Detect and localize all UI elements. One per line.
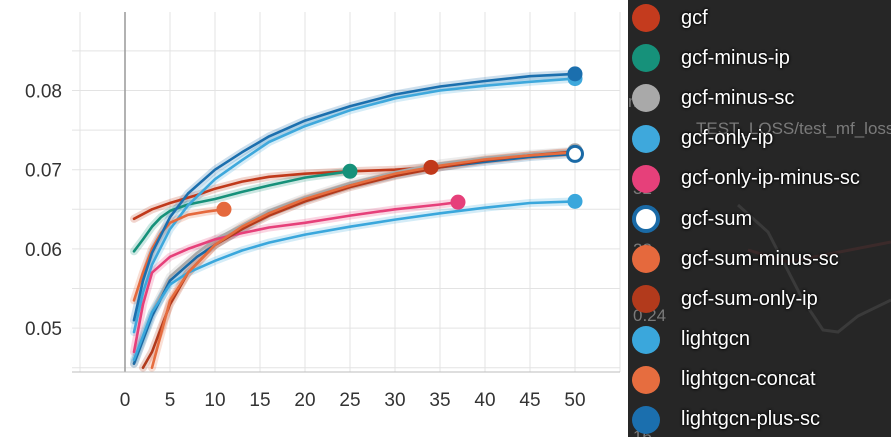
legend-item-gcf-sum-minus-sc[interactable]: gcf-sum-minus-sc <box>628 239 891 279</box>
series-end-marker-lightgcn[interactable] <box>567 193 583 209</box>
series-end-marker-lightgcn-plus-sc[interactable] <box>567 66 583 82</box>
background-title: TEST_LOSS/test_mf_loss <box>696 119 891 138</box>
legend-panel: m TEST_LOSS/test_mf_loss 32 28 0.24 12 1… <box>628 0 891 437</box>
legend-item-gcf-sum[interactable]: gcf-sum <box>628 199 891 239</box>
legend-item-gcf-only-ip-minus-sc[interactable]: gcf-only-ip-minus-sc <box>628 159 891 199</box>
x-tick-label: 0 <box>120 390 131 411</box>
legend-item-gcf-minus-sc[interactable]: gcf-minus-sc <box>628 78 891 118</box>
chart: 0 5 10 15 20 25 30 35 40 45 50 0.05 0.06 0.07 0.08 <box>25 12 621 411</box>
series-line-lightgcn-concat[interactable] <box>150 151 577 369</box>
legend-item-lightgcn-plus-sc[interactable]: lightgcn-plus-sc <box>628 400 891 437</box>
background-curve <box>747 240 891 264</box>
legend-item-lightgcn[interactable]: lightgcn <box>628 320 891 360</box>
series-end-marker-gcf-sum[interactable] <box>566 144 584 163</box>
legend-swatch <box>632 4 660 33</box>
legend-label: lightgcn-concat <box>681 368 816 391</box>
legend-item-gcf-only-ip[interactable]: gcf-only-ip <box>628 119 891 159</box>
series-line-gcf-only-ip-minus-sc[interactable] <box>132 200 460 354</box>
x-tick-label: 15 <box>249 390 270 411</box>
legend-swatch <box>632 285 660 314</box>
series-line-lightgcn[interactable] <box>132 200 577 362</box>
y-tick-labels: 0.05 0.06 0.07 0.08 <box>25 82 62 341</box>
legend-label: gcf-sum-only-ip <box>681 287 818 310</box>
x-tick-label: 5 <box>165 390 176 411</box>
legend: gcf gcf-minus-ip gcf-minus-sc gcf-only-ip gc… <box>628 0 891 437</box>
legend-swatch <box>632 205 660 234</box>
legend-item-gcf[interactable]: gcf <box>628 0 891 38</box>
legend-label: gcf-sum <box>681 207 753 230</box>
legend-swatch <box>632 84 660 113</box>
series-line-lightgcn-plus-sc[interactable] <box>132 72 577 322</box>
x-tick-label: 45 <box>519 390 540 411</box>
legend-swatch <box>632 325 660 354</box>
legend-item-lightgcn-concat[interactable]: lightgcn-concat <box>628 360 891 400</box>
x-tick-label: 25 <box>339 390 360 411</box>
legend-item-gcf-sum-only-ip[interactable]: gcf-sum-only-ip <box>628 279 891 319</box>
x-tick-label: 40 <box>474 390 495 411</box>
legend-swatch <box>632 164 660 193</box>
legend-swatch <box>632 365 660 394</box>
x-tick-label: 35 <box>429 390 450 411</box>
series-end-marker-gcf-sum-minus-sc[interactable] <box>216 201 232 217</box>
y-tick-label: 0.05 <box>25 319 62 340</box>
y-tick-label: 0.06 <box>25 240 62 261</box>
x-tick-label: 30 <box>384 390 405 411</box>
legend-swatch <box>632 245 660 274</box>
x-tick-labels: 0 5 10 15 20 25 30 35 40 45 50 <box>120 390 586 411</box>
x-tick-label: 50 <box>564 390 585 411</box>
legend-swatch <box>632 405 660 434</box>
x-tick-label: 20 <box>294 390 315 411</box>
legend-label: gcf-sum-minus-sc <box>681 247 839 270</box>
series-end-marker-gcf[interactable] <box>423 159 439 175</box>
axes <box>72 12 620 373</box>
series-line-gcf-only-ip[interactable] <box>132 77 577 334</box>
series-lines <box>130 66 584 372</box>
legend-swatch <box>632 124 660 153</box>
legend-item-gcf-minus-ip[interactable]: gcf-minus-ip <box>628 38 891 78</box>
series-line-gcf-minus-sc[interactable] <box>132 149 577 365</box>
series-line-gcf[interactable] <box>132 166 433 221</box>
series-end-marker-gcf-minus-ip[interactable] <box>342 163 358 179</box>
legend-label: gcf-minus-sc <box>681 86 795 109</box>
legend-label: gcf <box>681 6 708 29</box>
legend-label: lightgcn-plus-sc <box>681 408 820 431</box>
legend-label: gcf-only-ip-minus-sc <box>681 167 860 190</box>
y-tick-label: 0.07 <box>25 161 62 182</box>
y-tick-label: 0.08 <box>25 82 62 103</box>
legend-label: gcf-minus-ip <box>681 46 790 69</box>
legend-label: lightgcn <box>681 328 750 351</box>
series-end-marker-gcf-only-ip-minus-sc[interactable] <box>450 194 466 210</box>
legend-label: gcf-only-ip <box>681 127 774 150</box>
legend-swatch <box>632 44 660 73</box>
background-curve <box>736 203 891 334</box>
x-tick-label: 10 <box>204 390 225 411</box>
